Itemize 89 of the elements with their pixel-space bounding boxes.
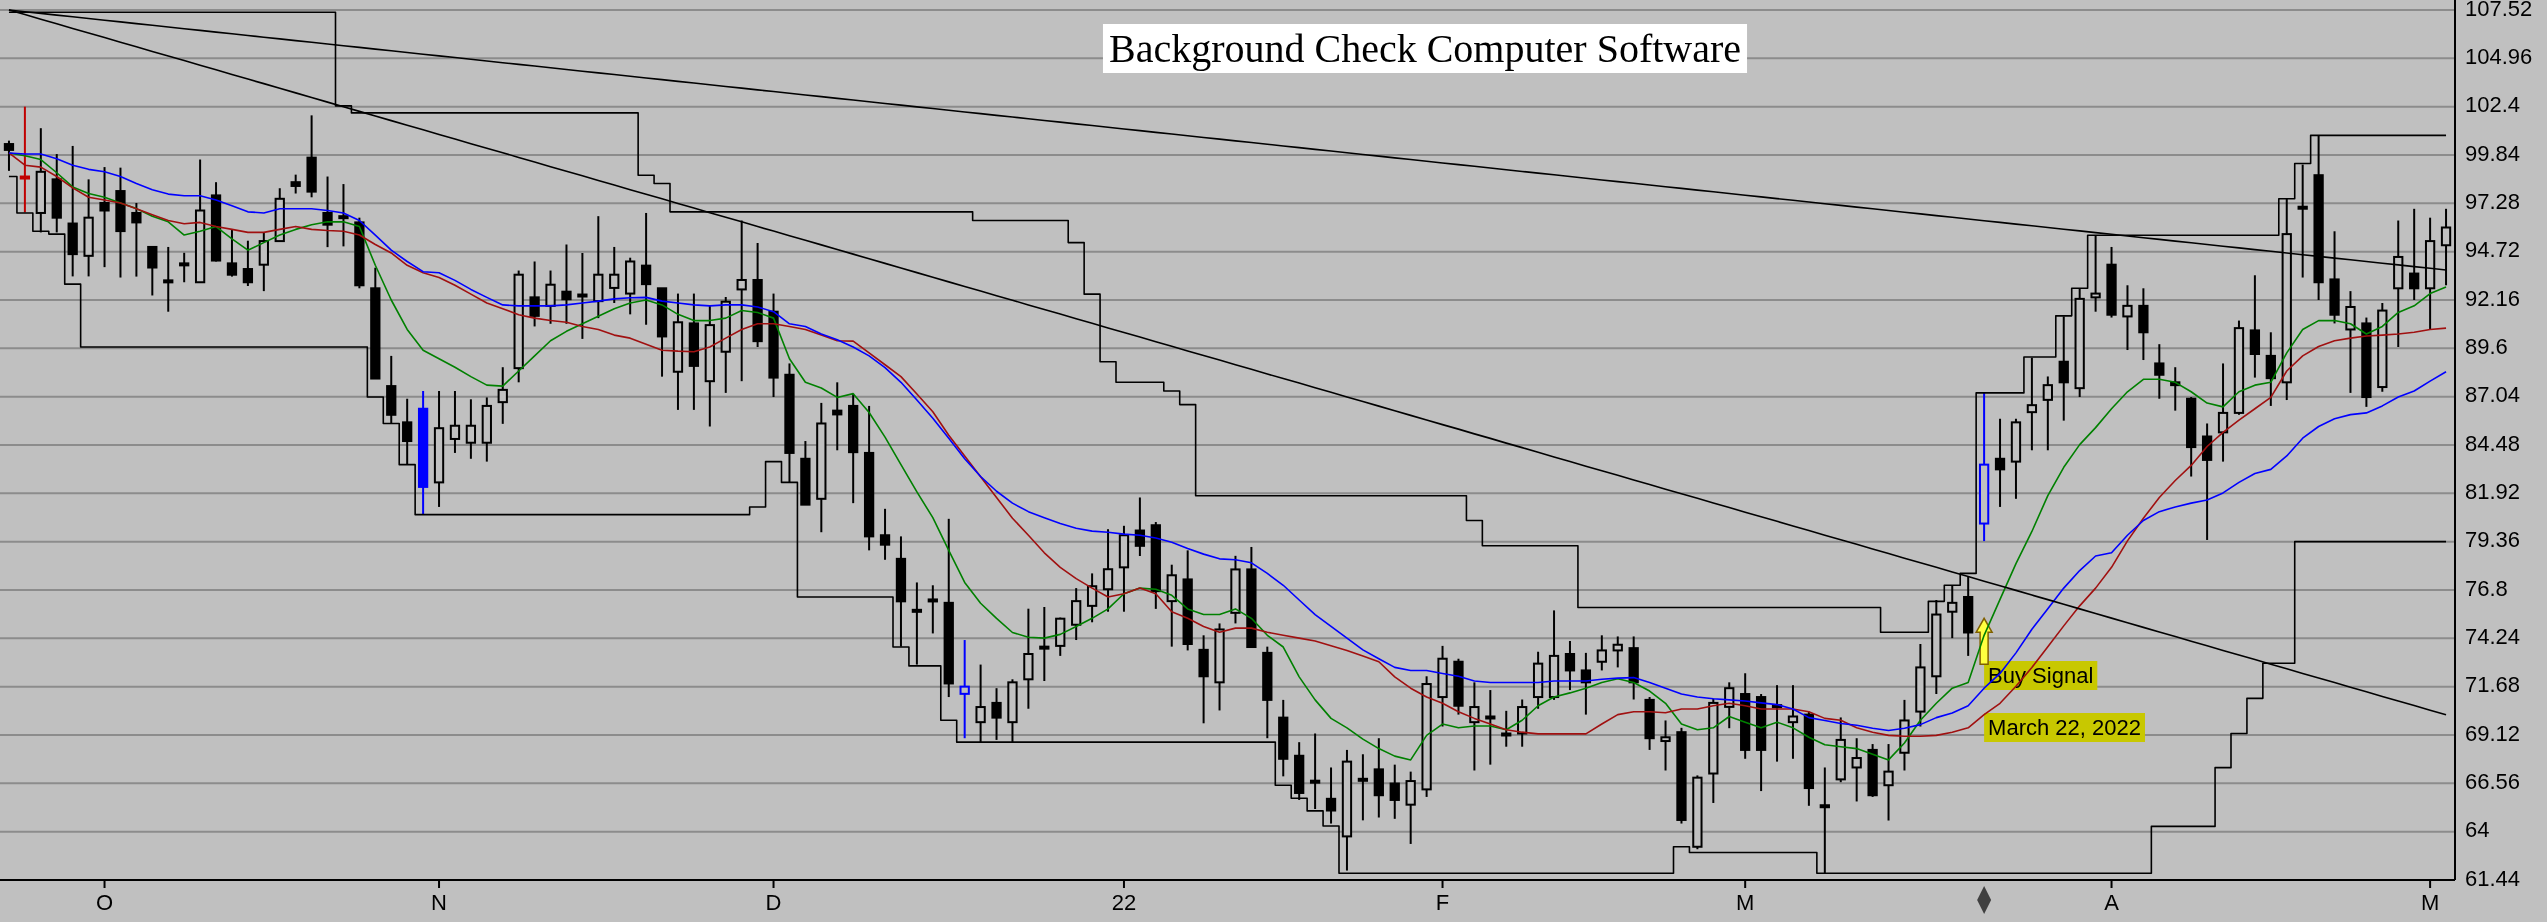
candlestick xyxy=(1485,689,1496,766)
candlestick xyxy=(1564,639,1576,692)
candlestick xyxy=(1851,737,1862,803)
y-tick-label: 99.84 xyxy=(2465,140,2521,166)
x-tick-label: M xyxy=(1736,890,1755,915)
y-tick-label: 94.72 xyxy=(2465,237,2521,263)
y-tick-label: 89.6 xyxy=(2465,334,2508,360)
y-tick-label: 79.36 xyxy=(2465,527,2521,553)
candlestick xyxy=(99,166,110,269)
y-tick-label: 61.44 xyxy=(2465,865,2521,891)
candlestick xyxy=(1039,605,1050,682)
candlestick xyxy=(1660,719,1671,772)
candlestick xyxy=(179,251,190,284)
candlestick xyxy=(290,173,301,195)
candlestick xyxy=(497,366,508,425)
candlestick xyxy=(2090,234,2101,313)
candlestick xyxy=(2249,274,2261,379)
candlestick xyxy=(2122,284,2133,352)
candlestick xyxy=(1309,732,1321,811)
candlestick xyxy=(1612,635,1623,669)
candlestick xyxy=(991,687,1002,741)
chart-title: Background Check Computer Software xyxy=(1108,26,1742,71)
y-tick-label: 97.28 xyxy=(2465,189,2521,215)
candlestick xyxy=(226,228,238,278)
candlestick xyxy=(1086,572,1098,624)
candlestick xyxy=(2058,315,2069,422)
candlestick xyxy=(1469,681,1480,772)
candlestick xyxy=(640,211,652,326)
candlestick xyxy=(879,507,891,561)
candlestick xyxy=(1071,587,1082,642)
candlestick xyxy=(242,239,254,288)
candlestick xyxy=(2154,343,2165,400)
candlestick xyxy=(2345,290,2356,394)
candlestick xyxy=(2265,331,2276,407)
candlestick xyxy=(322,175,333,249)
candlestick xyxy=(338,183,349,248)
y-tick-label: 104.96 xyxy=(2465,44,2533,70)
y-tick-label: 92.16 xyxy=(2465,285,2521,311)
candlestick xyxy=(1883,743,1894,822)
candlestick xyxy=(959,639,970,740)
x-tick-label: A xyxy=(2104,890,2120,915)
y-tick-label: 84.48 xyxy=(2465,430,2521,456)
candlestick xyxy=(3,139,15,172)
candlestick xyxy=(19,105,31,214)
candlestick xyxy=(2026,356,2038,452)
candlestick xyxy=(163,245,174,313)
candlestick xyxy=(561,243,572,325)
y-tick-label: 64 xyxy=(2465,817,2490,843)
x-tick-label: N xyxy=(431,890,447,915)
candlestick xyxy=(927,584,938,635)
candlestick xyxy=(911,581,923,666)
candlestick xyxy=(545,269,556,325)
y-tick-label: 107.52 xyxy=(2465,0,2533,21)
candlestick xyxy=(1389,763,1400,820)
candlestick xyxy=(1357,753,1369,822)
y-tick-label: 69.12 xyxy=(2465,720,2521,746)
candlestick xyxy=(609,245,620,305)
candlestick xyxy=(131,201,142,278)
candlestick xyxy=(1405,770,1416,845)
candlestick xyxy=(449,390,461,454)
y-tick-label: 102.4 xyxy=(2465,92,2521,118)
y-tick-label: 74.24 xyxy=(2465,624,2521,650)
candlestick xyxy=(1596,634,1607,672)
candlestick xyxy=(975,663,986,744)
candlestick xyxy=(1325,766,1337,825)
candlestick xyxy=(147,245,158,297)
candlestick xyxy=(832,381,843,452)
candlestick xyxy=(2042,375,2053,452)
y-tick-label: 81.92 xyxy=(2465,479,2521,505)
x-tick-label: 22 xyxy=(1111,890,1137,915)
annotation: March 22, 2022 xyxy=(1988,715,2141,740)
candlestick xyxy=(1102,528,1114,613)
candlestick xyxy=(1501,709,1512,748)
x-tick-label: D xyxy=(765,890,782,915)
y-tick-label: 76.8 xyxy=(2465,575,2508,601)
y-tick-label: 66.56 xyxy=(2465,769,2521,795)
x-tick-label: M xyxy=(2420,890,2440,915)
y-tick-label: 87.04 xyxy=(2465,382,2521,408)
candlestick xyxy=(402,397,413,466)
candlestick xyxy=(465,398,477,460)
candlestick xyxy=(529,260,540,328)
candlestick xyxy=(577,251,588,340)
x-tick-label: O xyxy=(95,890,114,915)
y-tick-label: 71.68 xyxy=(2465,672,2521,698)
candlestick xyxy=(258,231,269,293)
candlestick xyxy=(2217,362,2229,463)
x-tick-label: F xyxy=(1435,890,1450,915)
candlestick xyxy=(1994,417,2006,508)
candlestick xyxy=(1787,684,1799,760)
